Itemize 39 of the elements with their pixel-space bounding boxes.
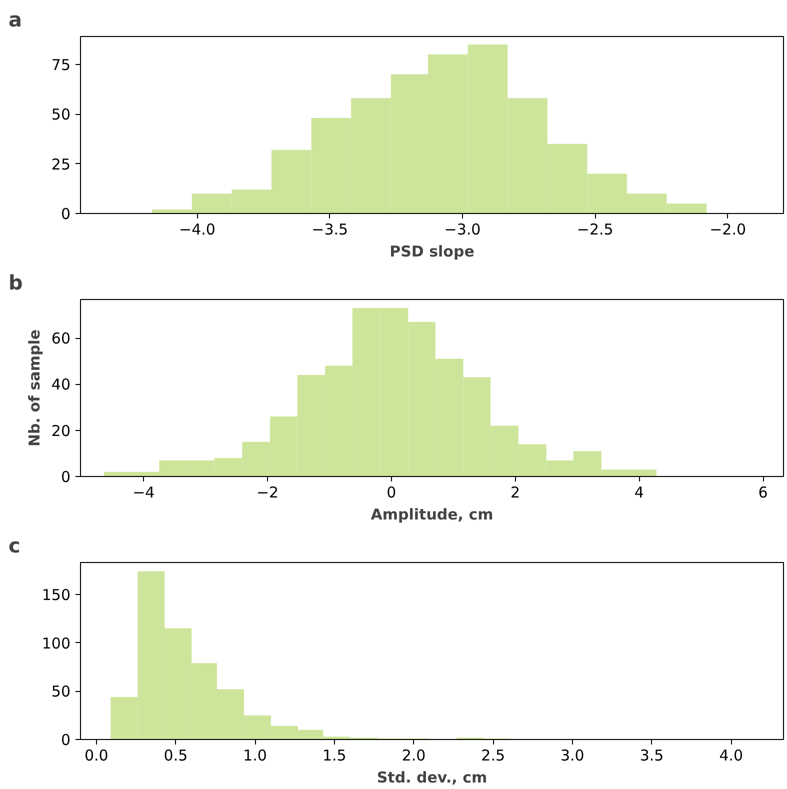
x-tick-label: 3.5 — [640, 746, 664, 764]
x-tick-label: −4.0 — [179, 220, 216, 238]
chart-title: c — [8, 534, 20, 558]
x-tick-label: −4 — [132, 484, 155, 502]
y-tick-label: 40 — [51, 376, 71, 394]
x-tick-label: −3.0 — [444, 220, 481, 238]
y-tick-label: 50 — [51, 682, 71, 701]
x-tick-label: 2 — [510, 484, 520, 502]
x-tick-label: 1.0 — [243, 746, 267, 764]
x-tick-label: 2.5 — [481, 746, 506, 764]
x-tick-label: −2.5 — [576, 220, 614, 238]
x-axis-title: Std. dev., cm — [376, 768, 488, 786]
y-tick-label: 25 — [51, 155, 71, 174]
x-tick-label: 0 — [386, 484, 396, 502]
x-tick-label: −2.0 — [710, 220, 746, 238]
y-tick-label: 0 — [60, 468, 71, 486]
y-tick-label: 20 — [51, 422, 71, 440]
x-axis-title: Amplitude, cm — [370, 506, 494, 524]
x-tick-label: 4.0 — [719, 746, 744, 764]
y-tick-label: 60 — [51, 330, 71, 348]
y-tick-label: 100 — [42, 634, 71, 652]
y-tick-label: 75 — [51, 56, 71, 74]
y-axis-title: Nb. of sample — [25, 330, 44, 446]
y-tick-label: 0 — [60, 731, 71, 749]
y-tick-label: 150 — [42, 586, 71, 604]
x-axis-title: PSD slope — [390, 242, 474, 260]
x-tick-label: 0.0 — [84, 746, 108, 764]
y-tick-label: 0 — [60, 205, 71, 223]
x-tick-label: 2.0 — [402, 746, 426, 764]
x-tick-label: −3.5 — [312, 220, 348, 238]
chart-title: a — [8, 8, 22, 32]
x-tick-label: 4 — [634, 484, 644, 502]
x-tick-label: 6 — [758, 484, 768, 502]
y-tick-label: 50 — [51, 106, 71, 124]
x-tick-label: −2 — [256, 484, 279, 502]
x-tick-label: 0.5 — [164, 746, 188, 764]
chart-title: b — [8, 270, 23, 294]
x-tick-label: 1.5 — [322, 746, 346, 764]
x-tick-label: 3.0 — [560, 746, 584, 764]
